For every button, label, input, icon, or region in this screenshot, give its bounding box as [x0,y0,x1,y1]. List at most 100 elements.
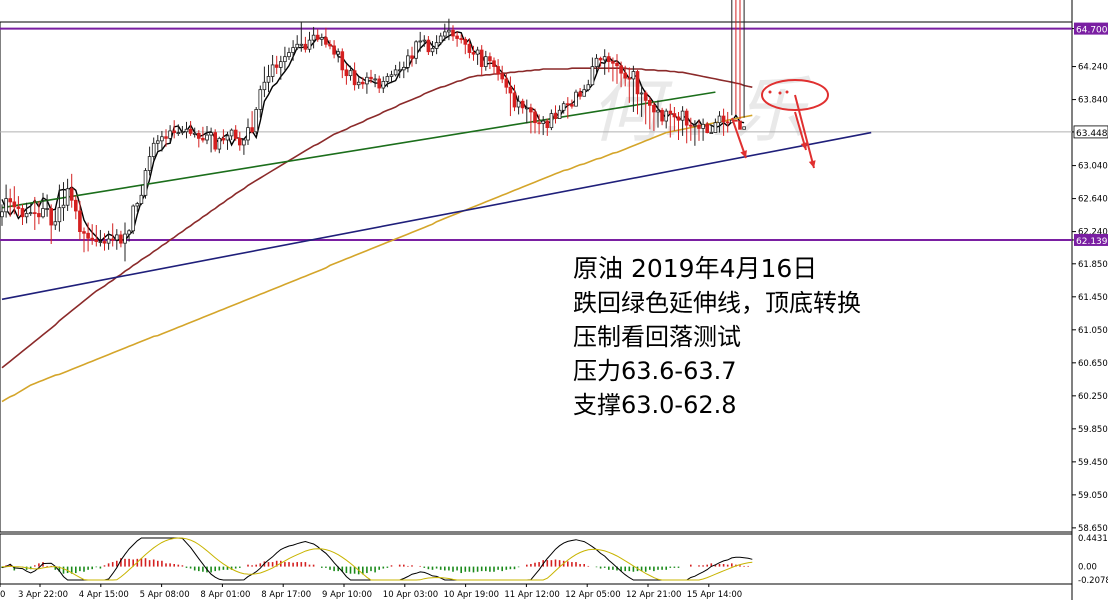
oscillator-tick-label: 0.4431 [1078,534,1108,544]
price-tick-label: 61.450 [1078,293,1108,303]
candle-body [303,43,308,50]
candle-body [410,55,414,59]
candle-body [705,123,709,133]
candle-body [537,122,541,125]
candle-body [307,39,312,50]
time-tick-label: 3 Apr 22:00 [18,590,68,600]
candle-body [299,43,304,46]
candle-body [266,76,271,83]
candle-body [106,238,111,244]
time-tick-label: 4 Apr 15:00 [79,590,129,600]
candle-body [143,170,148,196]
time-tick-label: 12 Apr 05:00 [565,590,620,600]
trendline-1 [1,91,716,209]
candle-body [672,113,677,118]
candle-body [623,72,627,79]
candle-body [291,47,295,53]
candle-body [570,104,574,107]
candle-body [328,43,332,47]
price-tick-label: 62.640 [1078,195,1108,205]
candle-body [0,211,4,218]
price-tick-label: 64.240 [1078,63,1108,73]
candle-body [217,137,222,150]
candle-body [12,201,17,208]
time-tick-label: 11 Apr 12:00 [504,590,559,600]
candle-body [139,194,144,204]
down-arrow-2-head [800,142,808,150]
candle-body [455,35,459,39]
candle-body [225,135,230,141]
candle-body [713,122,718,133]
candle-body [406,55,410,68]
candle-body [631,71,636,80]
candle-body [426,39,431,53]
candle-body [676,116,681,121]
candle-body [147,156,152,171]
candle-body [205,134,209,141]
price-tick-label: 63.840 [1078,96,1108,106]
candle-body [512,92,517,108]
candle-body [115,234,119,241]
candle-body [98,241,103,243]
candle-body [295,43,299,48]
candle-body [397,69,402,72]
candle-body [53,221,58,226]
candle-body [373,78,377,81]
candle-body [352,70,357,86]
candle-body [401,66,406,71]
candle-body [566,103,570,106]
down-arrow-3-shaft [794,94,815,169]
candle-body [20,208,25,218]
time-tick-label: 15 Apr 14:00 [687,590,742,600]
candle-body [639,92,644,95]
candle-body [336,51,340,55]
candle-body [270,64,275,77]
candle-body [525,107,529,110]
candle-body [504,78,509,88]
candle-body [488,56,492,62]
candle-body [500,73,504,80]
candle-body [24,213,29,218]
candle-body [586,84,591,91]
candle-body [69,188,74,201]
candle-body [184,128,189,133]
candle-body [549,113,554,129]
candle-body [578,91,582,97]
grid-layer: 何…乐 [0,0,1073,600]
candle-body [738,120,742,130]
candle-body [110,238,115,241]
candle-body [734,119,738,122]
candle-body [274,64,279,68]
price-tick-label: 58.650 [1078,524,1108,534]
candle-body [324,37,328,45]
candle-body [237,137,242,146]
candle-body [319,37,324,40]
annotation-line-3: 压制看回落测试 [573,323,741,351]
candle-body [365,76,369,85]
time-tick-label: 12 Apr 21:00 [626,590,681,600]
marker-dot [778,91,782,95]
candle-body [172,130,177,133]
candle-body [242,139,246,146]
candle-body [664,110,668,122]
candle-body [467,43,472,53]
current-price-label: 63.448 [1076,129,1108,139]
candle-body [246,127,250,141]
marker-dot [768,90,772,94]
time-tick-label: 8 Apr 17:00 [261,590,311,600]
candle-body [533,111,537,124]
candle-body [725,121,730,124]
candle-body [422,39,427,42]
price-level-badge-label: 62.139 [1076,237,1108,247]
candle-body [49,208,53,226]
candle-body [594,57,599,67]
price-tick-label: 60.650 [1078,359,1108,369]
candle-body [602,56,607,61]
candle-body [701,123,705,129]
candle-body [475,49,480,55]
annotation-line-2: 跌回绿色延伸线，顶底转换 [573,289,861,317]
current-price-badge [1073,125,1108,139]
